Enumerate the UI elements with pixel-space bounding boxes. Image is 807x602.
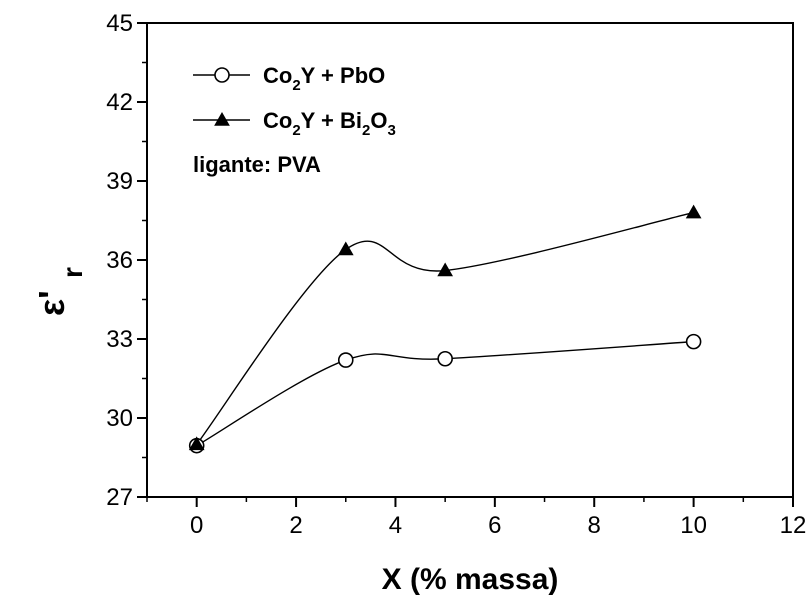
y-axis-title-subscript: r xyxy=(57,267,88,278)
legend-label-part: Y + PbO xyxy=(301,63,386,88)
y-tick-label: 42 xyxy=(106,89,133,116)
series-line-0 xyxy=(196,340,694,447)
axis-tick-labels: 0 2 4 6 8 10 12 27 30 33 36 39 42 45 xyxy=(106,10,806,539)
y-tick-label: 27 xyxy=(106,484,133,511)
legend-label-part: 2 xyxy=(292,77,300,94)
data-point-series0 xyxy=(337,352,354,368)
legend-item-1: Co2Y + Bi2O3 xyxy=(193,108,396,139)
legend-label-part: 2 xyxy=(362,122,370,139)
legend-label-part: Co xyxy=(263,108,292,133)
series-curves xyxy=(196,211,694,447)
series-markers xyxy=(188,204,702,454)
data-point-series1 xyxy=(337,241,354,256)
x-tick-label: 6 xyxy=(488,512,501,539)
legend-label-part: Co xyxy=(263,63,292,88)
legend-item-0: Co2Y + PbO xyxy=(193,63,385,94)
x-tick-label: 10 xyxy=(680,512,707,539)
x-tick-label: 2 xyxy=(289,512,302,539)
y-tick-label: 30 xyxy=(106,405,133,432)
axis-ticks xyxy=(137,22,794,507)
x-tick-label: 0 xyxy=(190,512,203,539)
legend-label-part: O xyxy=(370,108,387,133)
legend-marker xyxy=(214,67,230,83)
y-axis-title: ε' r xyxy=(31,267,88,316)
data-point-series0 xyxy=(437,350,453,367)
series-line-1 xyxy=(196,211,694,445)
x-tick-label: 12 xyxy=(780,512,807,539)
data-point-series1 xyxy=(685,204,702,219)
plot-frame xyxy=(146,22,794,498)
x-tick-label: 8 xyxy=(588,512,601,539)
data-point-series1 xyxy=(188,436,205,451)
annotation-binder: ligante: PVA xyxy=(193,152,321,177)
x-axis-title: X (% massa) xyxy=(382,563,559,596)
x-tick-label: 4 xyxy=(389,512,402,539)
data-point-series0 xyxy=(685,333,702,350)
legend-label: Co2Y + Bi2O3 xyxy=(263,108,396,139)
legend-marker xyxy=(214,111,230,126)
y-axis-title-main: ε' xyxy=(31,290,72,316)
legend-label-part: Y + Bi xyxy=(301,108,362,133)
y-tick-label: 45 xyxy=(106,10,133,37)
legend-label-part: 2 xyxy=(292,122,300,139)
y-tick-label: 33 xyxy=(106,326,133,353)
y-tick-label: 36 xyxy=(106,247,133,274)
legend-label-part: 3 xyxy=(388,122,396,139)
data-point-series1 xyxy=(437,262,454,277)
legend-label: Co2Y + PbO xyxy=(263,63,385,94)
y-tick-label: 39 xyxy=(106,168,133,195)
